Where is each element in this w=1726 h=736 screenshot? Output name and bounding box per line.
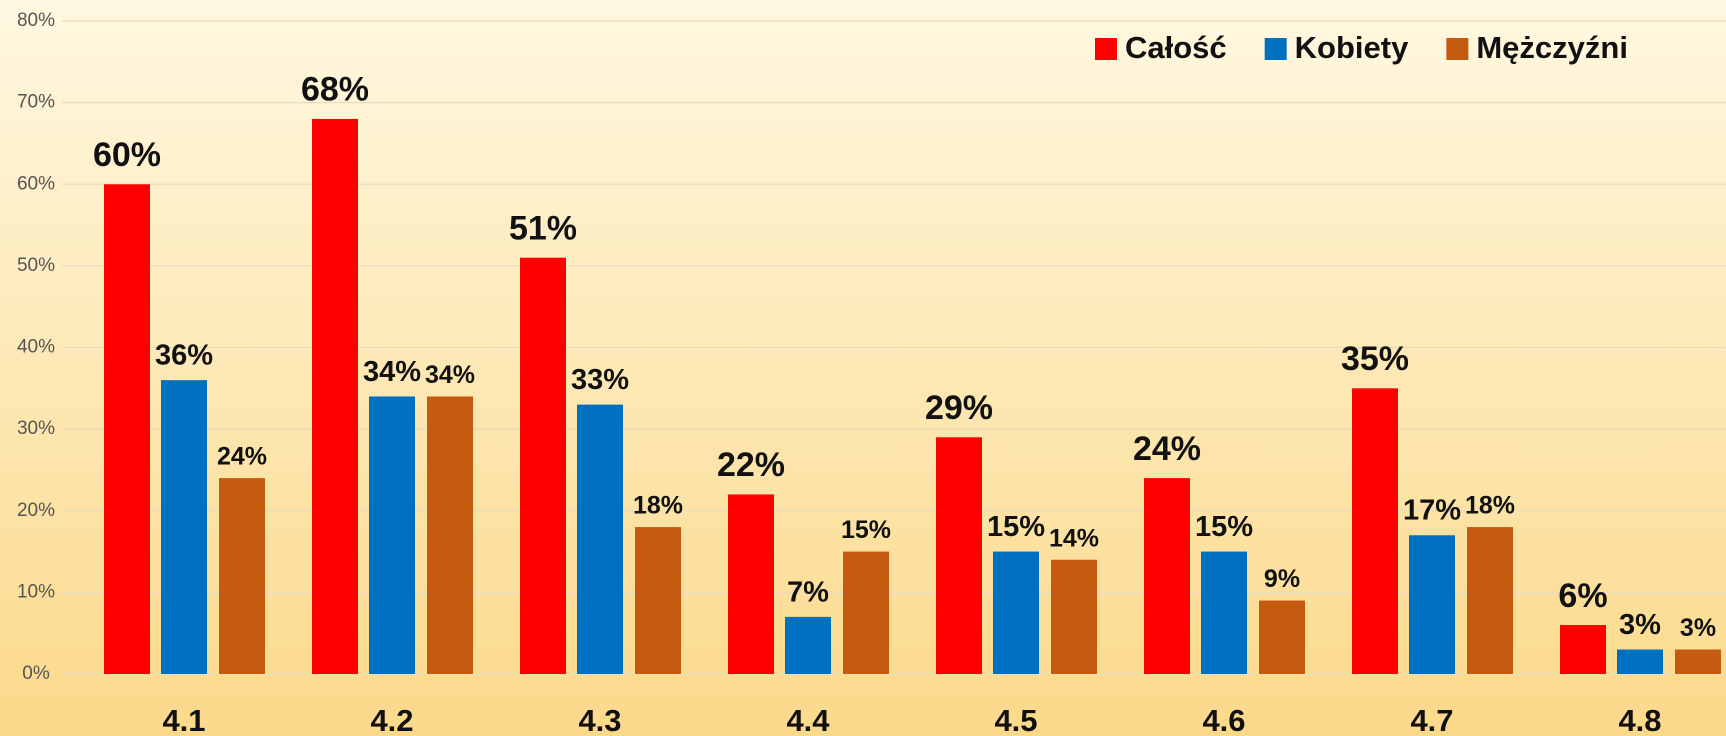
legend-swatch bbox=[1095, 38, 1117, 60]
value-label: 18% bbox=[633, 492, 683, 520]
value-label: 22% bbox=[717, 446, 785, 484]
y-tick-label: 0% bbox=[22, 663, 50, 684]
x-tick-label: 4.4 bbox=[786, 703, 830, 736]
y-tick-label: 80% bbox=[17, 10, 55, 31]
value-label: 18% bbox=[1465, 492, 1515, 520]
legend-swatch bbox=[1264, 38, 1287, 60]
value-label: 24% bbox=[1133, 430, 1201, 468]
x-tick-label: 4.3 bbox=[578, 703, 621, 736]
bar bbox=[219, 478, 265, 674]
y-tick-label: 60% bbox=[17, 173, 55, 194]
legend-swatch bbox=[1446, 38, 1469, 60]
legend-label: Mężczyźni bbox=[1476, 30, 1628, 65]
bar bbox=[1259, 600, 1305, 674]
value-label: 14% bbox=[1049, 524, 1099, 552]
x-tick-label: 4.5 bbox=[994, 703, 1037, 736]
bar bbox=[1617, 649, 1663, 674]
value-label: 29% bbox=[925, 389, 993, 427]
x-tick-label: 4.1 bbox=[162, 703, 205, 736]
bar bbox=[635, 527, 681, 674]
value-label: 15% bbox=[987, 511, 1045, 543]
y-tick-label: 50% bbox=[17, 255, 55, 276]
bar bbox=[993, 551, 1039, 674]
bar bbox=[1467, 527, 1513, 674]
x-tick-label: 4.2 bbox=[370, 703, 413, 736]
bar bbox=[161, 380, 207, 674]
bar bbox=[1144, 478, 1190, 674]
y-tick-label: 40% bbox=[17, 337, 55, 358]
legend-label: Całość bbox=[1125, 30, 1227, 65]
bar bbox=[369, 396, 415, 674]
bar bbox=[1051, 559, 1097, 674]
y-tick-label: 10% bbox=[17, 581, 55, 602]
value-label: 34% bbox=[363, 356, 421, 388]
bar bbox=[104, 184, 150, 674]
value-label: 6% bbox=[1558, 577, 1607, 615]
bar bbox=[1201, 551, 1247, 674]
value-label: 51% bbox=[509, 209, 577, 247]
value-label: 3% bbox=[1680, 614, 1716, 642]
bar bbox=[312, 118, 358, 674]
x-tick-label: 4.7 bbox=[1410, 703, 1453, 736]
value-label: 36% bbox=[155, 340, 213, 372]
bar bbox=[936, 437, 982, 674]
bar bbox=[520, 257, 566, 674]
value-label: 7% bbox=[787, 576, 829, 608]
value-label: 3% bbox=[1619, 609, 1661, 641]
y-tick-label: 30% bbox=[17, 418, 55, 439]
bar bbox=[843, 551, 889, 674]
value-label: 35% bbox=[1341, 340, 1409, 378]
value-label: 15% bbox=[841, 516, 891, 544]
value-label: 33% bbox=[571, 364, 629, 396]
x-tick-label: 4.8 bbox=[1618, 703, 1661, 736]
value-label: 9% bbox=[1264, 565, 1300, 593]
y-tick-label: 70% bbox=[17, 92, 55, 113]
value-label: 60% bbox=[93, 136, 161, 174]
value-label: 34% bbox=[425, 361, 475, 389]
bar bbox=[728, 494, 774, 674]
legend-label: Kobiety bbox=[1295, 30, 1409, 65]
value-label: 15% bbox=[1195, 511, 1253, 543]
bar bbox=[577, 404, 623, 674]
value-label: 68% bbox=[301, 71, 369, 109]
x-tick-label: 4.6 bbox=[1202, 703, 1245, 736]
value-label: 17% bbox=[1403, 495, 1461, 527]
bar bbox=[785, 616, 831, 674]
bar bbox=[1409, 535, 1455, 674]
bar bbox=[427, 396, 473, 674]
bar bbox=[1560, 625, 1606, 674]
value-label: 24% bbox=[217, 443, 267, 471]
bar bbox=[1352, 388, 1398, 674]
bar bbox=[1675, 649, 1721, 674]
y-tick-label: 20% bbox=[17, 500, 55, 521]
